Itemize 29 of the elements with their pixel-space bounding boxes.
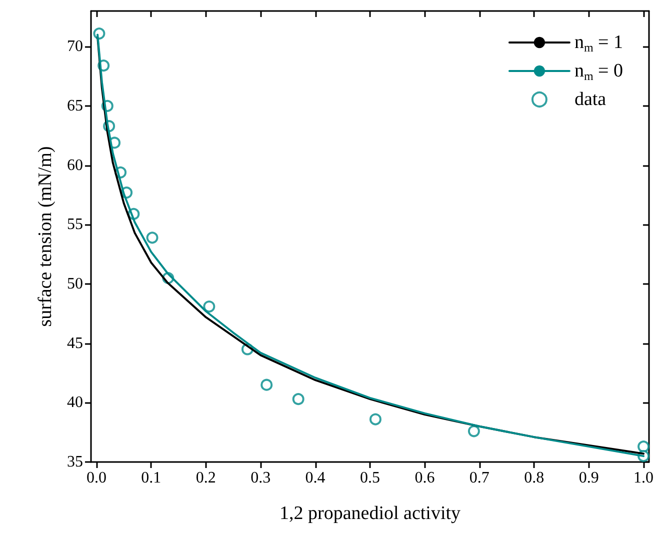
point: [468, 425, 480, 438]
point: [638, 440, 650, 453]
x-tick-label: 0.2: [196, 470, 216, 486]
point: [203, 300, 216, 313]
y-tick-label: 65: [67, 97, 83, 114]
point: [146, 232, 158, 244]
x-tick-label: 0.0: [86, 470, 106, 486]
y-tick-label: 45: [67, 334, 83, 352]
x-tick-label: 0.7: [469, 470, 490, 486]
y-tick-label: 55: [67, 216, 83, 234]
x-tick-label: 0.5: [360, 470, 380, 486]
point: [369, 413, 382, 426]
legend-label: data: [574, 89, 607, 110]
x-tick-label: 0.3: [250, 470, 271, 486]
x-tick-label: 0.8: [524, 470, 544, 486]
x-tick-label: 0.6: [414, 470, 435, 486]
y-tick-label: 70: [67, 38, 83, 56]
y-axis-title: surface tension (mN/m): [35, 146, 56, 327]
y-tick-label: 50: [67, 275, 83, 292]
x-tick-label: 0.9: [578, 470, 599, 486]
y-tick-label: 60: [67, 156, 83, 174]
x-tick-label: 1.0: [634, 470, 654, 486]
point: [292, 393, 304, 406]
y-tick-label: 35: [67, 454, 83, 470]
x-axis-title: 1,2 propanediol activity: [280, 503, 461, 524]
x-tick-label: 0.1: [141, 470, 162, 486]
y-tick-label: 40: [67, 394, 83, 412]
x-tick-label: 0.4: [305, 470, 326, 486]
point: [260, 378, 273, 391]
